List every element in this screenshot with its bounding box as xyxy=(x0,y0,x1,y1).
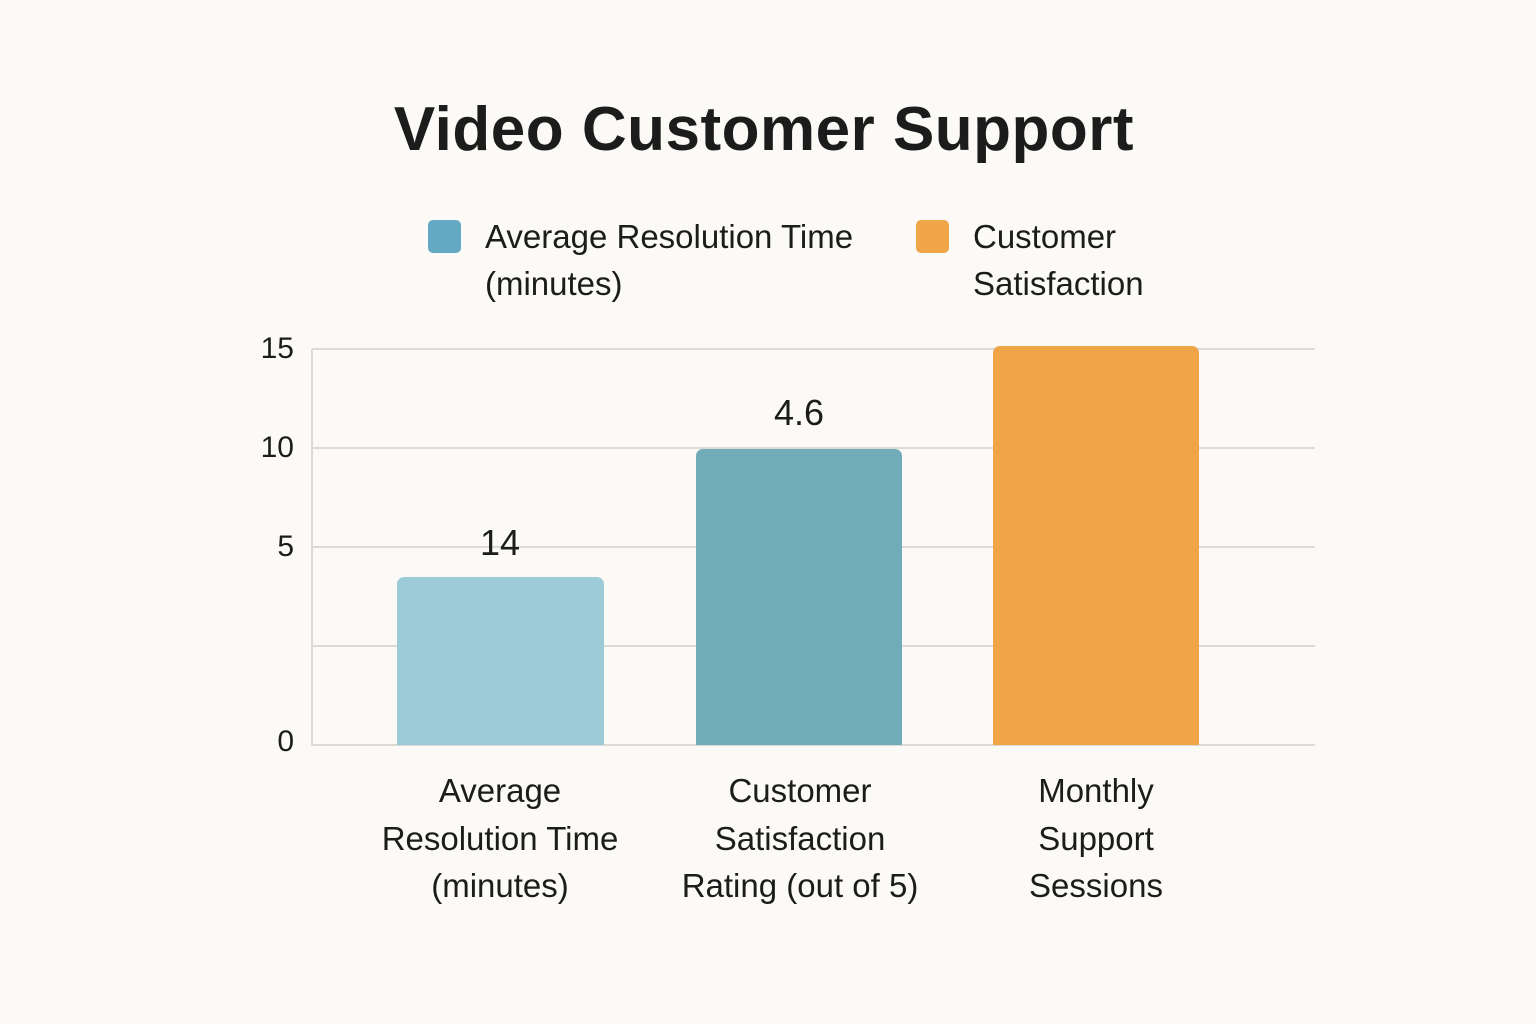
x-label-line: Rating (out of 5) xyxy=(681,867,919,904)
chart-title: Video Customer Support xyxy=(393,95,1135,164)
legend-item-resolution-time: Average Resolution Time (minutes) xyxy=(428,218,853,307)
x-label-line: (minutes) xyxy=(431,867,569,904)
bar-customer-satisfaction xyxy=(696,449,902,745)
bar-monthly-support-sessions xyxy=(993,346,1199,745)
x-label-line: Monthly xyxy=(1038,772,1154,809)
x-label-line: Sessions xyxy=(1029,867,1163,904)
legend-label: Average Resolution Time (minutes) xyxy=(485,213,853,307)
x-label-line: Satisfaction xyxy=(714,819,886,857)
y-tick-15: 15 xyxy=(260,332,294,365)
legend-item-customer-satisfaction: Customer Satisfaction xyxy=(916,218,1144,307)
x-label-line: Support xyxy=(1038,819,1154,857)
legend-swatch-orange-icon xyxy=(916,220,949,253)
x-label-monthly-support-sessions: Monthly Support Sessions xyxy=(946,767,1246,910)
x-label-average-resolution-time: Average Resolution Time (minutes) xyxy=(350,767,650,910)
y-axis-line xyxy=(311,349,313,746)
bar-value-label: 4.6 xyxy=(773,392,825,433)
legend-swatch-blue-icon xyxy=(428,220,461,253)
bar-value-label: 14 xyxy=(479,522,521,563)
legend-label-line: Customer xyxy=(973,218,1117,255)
bar-average-resolution-time xyxy=(397,577,604,745)
x-label-customer-satisfaction: Customer Satisfaction Rating (out of 5) xyxy=(650,767,950,910)
gridline xyxy=(312,348,1315,350)
gridline xyxy=(312,447,1315,449)
legend-label-line: Average Resolution Time xyxy=(485,218,854,255)
y-tick-10: 10 xyxy=(260,431,294,464)
legend-label-line: (minutes) xyxy=(485,265,623,302)
x-label-line: Average xyxy=(438,772,562,809)
x-label-line: Customer xyxy=(728,772,872,809)
legend-label: Customer Satisfaction xyxy=(973,213,1144,307)
x-label-line: Resolution Time xyxy=(381,819,619,857)
y-tick-0: 0 xyxy=(277,725,294,758)
legend-label-line: Satisfaction xyxy=(973,265,1144,302)
y-tick-5: 5 xyxy=(277,530,294,563)
x-axis-baseline xyxy=(312,744,1315,746)
